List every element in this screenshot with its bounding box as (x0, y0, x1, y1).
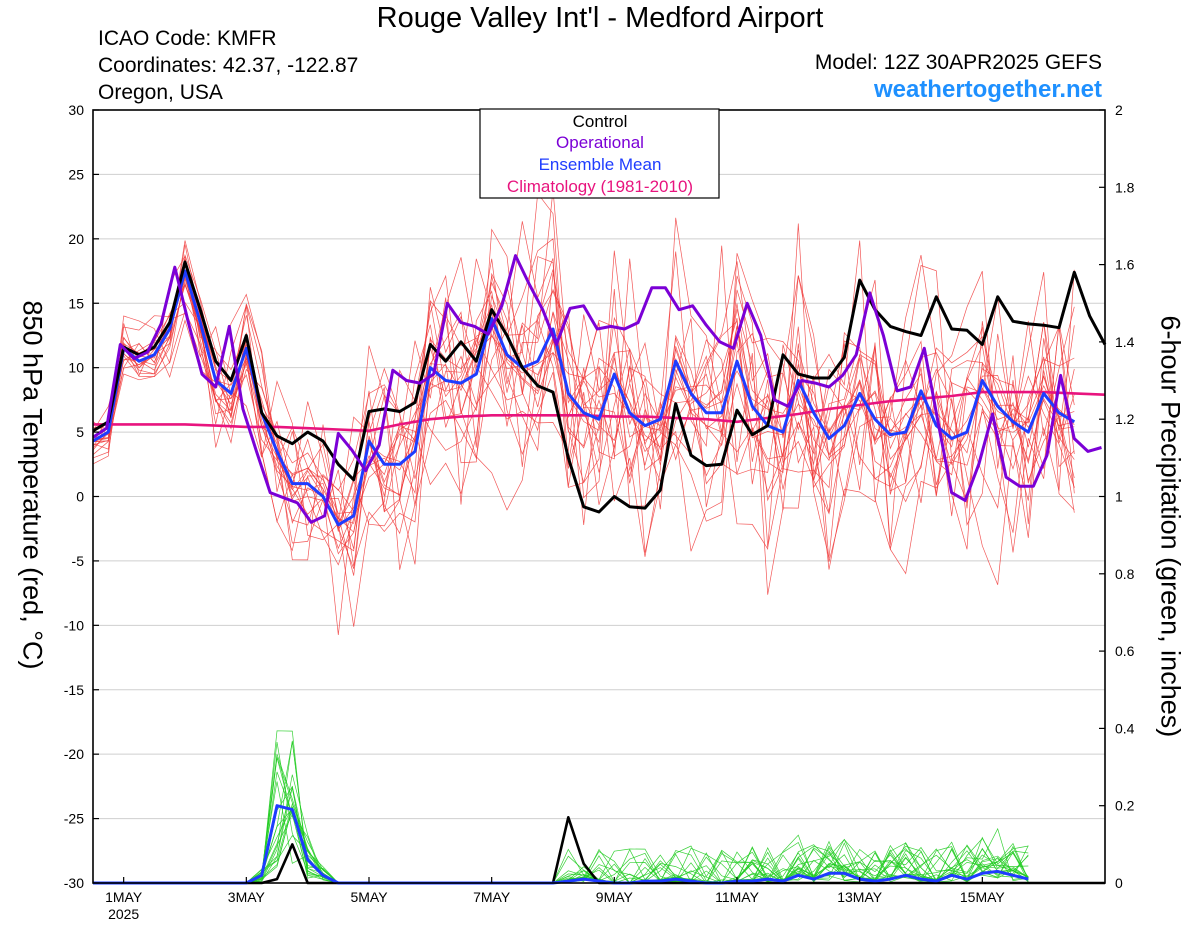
x-tick-label: 15MAY (960, 889, 1006, 905)
y2-tick-label: 1.4 (1115, 334, 1135, 350)
y2-tick-label: 1.2 (1115, 411, 1135, 427)
operational-line (92, 254, 1102, 524)
y-tick-label: 0 (76, 489, 84, 505)
y-tick-label: -5 (72, 553, 85, 569)
x-tick-year: 2025 (108, 906, 139, 922)
y-tick-label: -25 (64, 811, 84, 827)
x-tick-label: 5MAY (350, 889, 388, 905)
location: Oregon, USA (98, 81, 223, 104)
legend-ensemble-mean: Ensemble Mean (539, 155, 662, 174)
series (92, 254, 1107, 885)
temperature-member-line (92, 250, 1075, 570)
y2-tick-label: 1 (1115, 489, 1123, 505)
y-tick-label: 5 (76, 424, 84, 440)
precip-member-line (93, 757, 1029, 884)
legend-control: Control (573, 112, 628, 131)
temperature-member-line (92, 240, 1075, 627)
legend-operational: Operational (556, 133, 644, 152)
x-tick-label: 7MAY (473, 889, 511, 905)
ensemble-members-precip (93, 730, 1029, 884)
y2-tick-label: 1.8 (1115, 179, 1135, 195)
y-tick-label: -10 (64, 617, 84, 633)
y-tick-label: 20 (68, 231, 84, 247)
x-tick-label: 3MAY (228, 889, 266, 905)
legend-box (479, 108, 720, 199)
precip-member-line (93, 835, 1029, 884)
ensemble-mean-precip-line (93, 804, 1029, 885)
y2-tick-label: 0 (1115, 875, 1123, 891)
precip-member-line (93, 788, 1029, 884)
control-line (92, 260, 1107, 514)
y2-tick-label: 1.6 (1115, 257, 1135, 273)
y2-tick-label: 0.2 (1115, 798, 1135, 814)
temperature-member-line (92, 192, 1075, 566)
site-link[interactable]: weathertogether.net (873, 76, 1102, 103)
precip-member-line (93, 785, 1029, 884)
y2-tick-label: 0.6 (1115, 643, 1135, 659)
temperature-member-line (92, 189, 1075, 636)
x-tick-label: 13MAY (837, 889, 883, 905)
x-tick-label: 1MAY (105, 889, 143, 905)
legend: Control Operational Ensemble Mean Climat… (479, 108, 720, 199)
y-tick-label: 15 (68, 295, 84, 311)
chart-title: Rouge Valley Int'l - Medford Airport (376, 2, 824, 34)
axes: -30-25-20-15-10-505101520253000.20.40.60… (64, 102, 1135, 922)
grid (93, 173, 1105, 820)
precip-member-line (93, 786, 1029, 884)
coordinates: Coordinates: 42.37, -122.87 (98, 54, 359, 77)
model-run: Model: 12Z 30APR2025 GEFS (814, 51, 1102, 74)
y-tick-label: -20 (64, 746, 84, 762)
y-tick-label: 25 (68, 166, 84, 182)
precip-member-line (93, 802, 1029, 884)
y-tick-label: -15 (64, 682, 84, 698)
y-tick-label: 10 (68, 360, 84, 376)
y2-tick-label: 2 (1115, 102, 1123, 118)
y-tick-label: 30 (68, 102, 84, 118)
y2-tick-label: 0.8 (1115, 566, 1135, 582)
x-tick-label: 9MAY (596, 889, 634, 905)
legend-climatology: Climatology (1981-2010) (507, 177, 693, 196)
y-tick-label: -30 (64, 875, 84, 891)
icao-code: ICAO Code: KMFR (98, 27, 277, 50)
x-tick-label: 11MAY (715, 889, 759, 905)
y2-tick-label: 0.4 (1115, 720, 1135, 736)
precip-member-line (93, 730, 1029, 884)
